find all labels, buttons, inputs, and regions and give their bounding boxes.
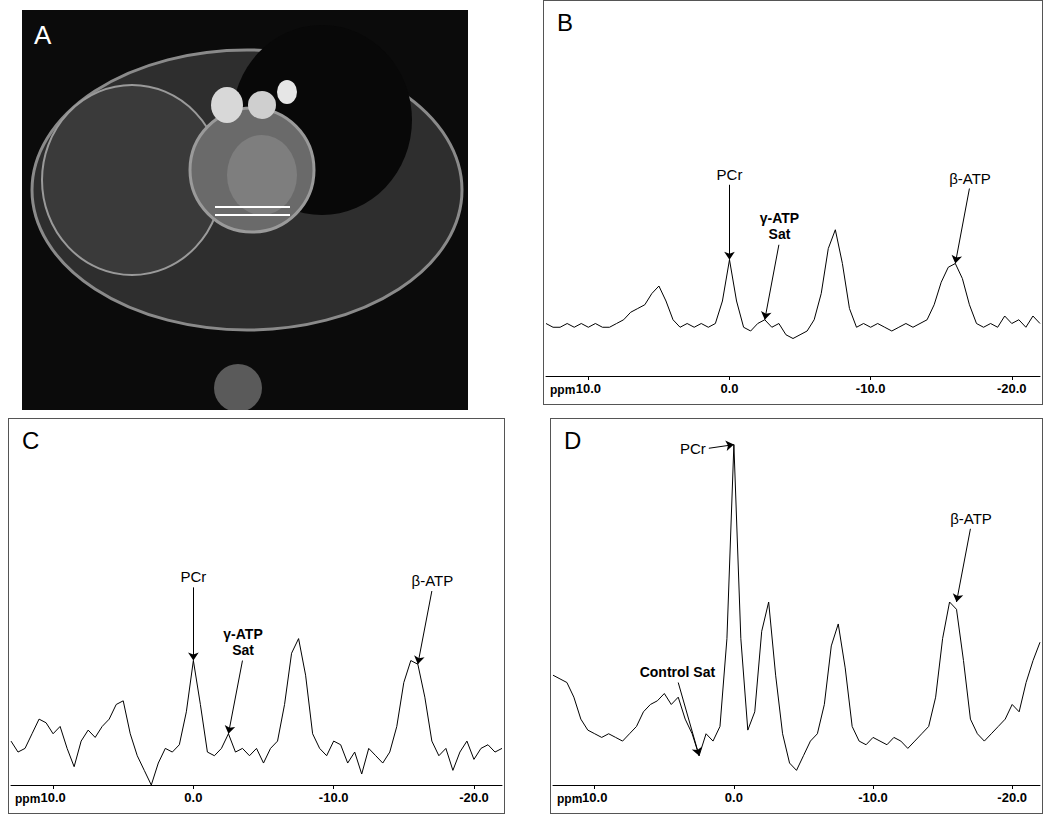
svg-text:Control Sat: Control Sat xyxy=(640,664,716,680)
svg-text:-20.0: -20.0 xyxy=(997,381,1027,396)
svg-text:β-ATP: β-ATP xyxy=(950,510,992,527)
svg-text:PCr: PCr xyxy=(180,568,206,585)
svg-text:-20.0: -20.0 xyxy=(997,790,1027,805)
svg-text:B: B xyxy=(557,9,573,36)
svg-text:PCr: PCr xyxy=(680,440,706,457)
svg-text:γ-ATP: γ-ATP xyxy=(760,210,799,226)
svg-text:Sat: Sat xyxy=(769,226,791,242)
svg-text:ppm: ppm xyxy=(557,792,582,806)
svg-text:-10.0: -10.0 xyxy=(858,790,888,805)
svg-text:D: D xyxy=(564,427,581,454)
svg-text:-20.0: -20.0 xyxy=(459,790,489,805)
svg-text:-10.0: -10.0 xyxy=(319,790,349,805)
svg-text:10.0: 10.0 xyxy=(576,381,601,396)
svg-text:γ-ATP: γ-ATP xyxy=(223,626,262,642)
svg-text:β-ATP: β-ATP xyxy=(949,170,991,187)
svg-text:-10.0: -10.0 xyxy=(856,381,886,396)
svg-text:A: A xyxy=(34,20,52,50)
svg-text:0.0: 0.0 xyxy=(725,790,743,805)
svg-text:10.0: 10.0 xyxy=(582,790,607,805)
svg-text:Sat: Sat xyxy=(232,642,254,658)
svg-text:0.0: 0.0 xyxy=(184,790,202,805)
svg-text:C: C xyxy=(22,427,39,454)
svg-text:β-ATP: β-ATP xyxy=(412,572,454,589)
svg-text:ppm: ppm xyxy=(550,383,575,397)
svg-text:ppm: ppm xyxy=(15,792,40,806)
svg-text:0.0: 0.0 xyxy=(720,381,738,396)
svg-text:10.0: 10.0 xyxy=(40,790,65,805)
svg-text:PCr: PCr xyxy=(717,166,743,183)
